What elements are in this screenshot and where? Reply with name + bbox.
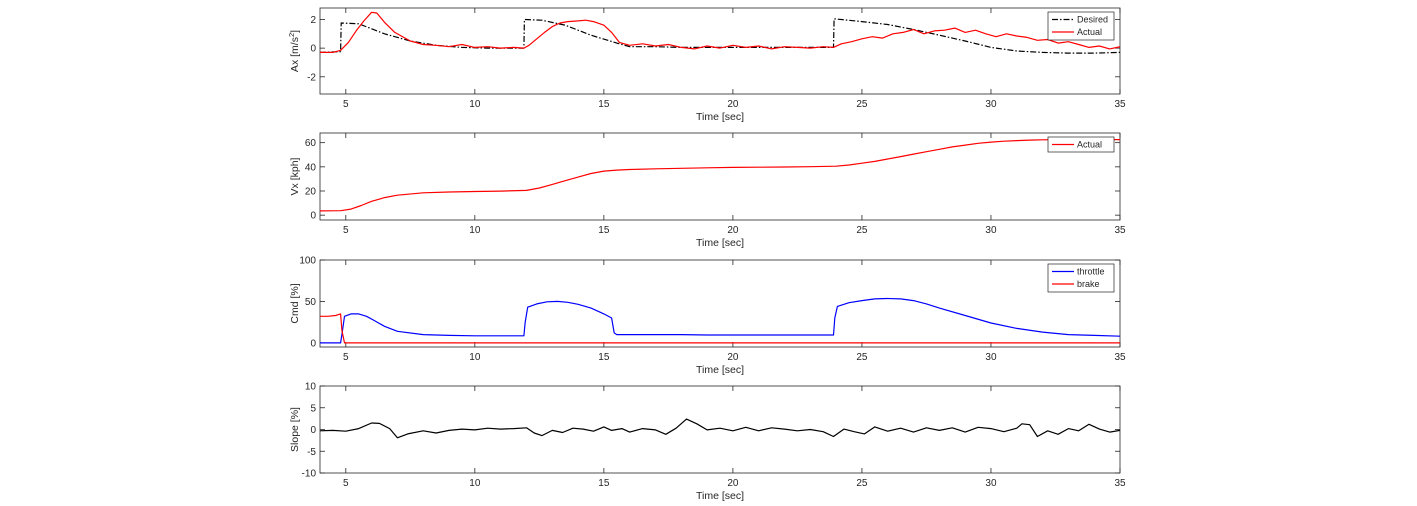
x-tick-label: 10 (469, 352, 481, 363)
x-tick-label: 5 (343, 352, 349, 363)
y-axis-label: Vx [kph] (289, 157, 301, 195)
y-axis-label: Slope [%] (289, 407, 301, 452)
x-tick-label: 35 (1114, 99, 1126, 110)
x-tick-label: 35 (1114, 478, 1126, 489)
legend-label-actual: Actual (1077, 140, 1102, 150)
y-tick-label: 100 (299, 256, 316, 267)
chart-panel-3: 5 10 15 20 25 30 35 0 50 100 Time [sec] Cmd [%] thro… (289, 256, 1126, 377)
x-tick-label: 15 (598, 478, 610, 489)
plot-area (319, 7, 1121, 95)
x-axis-label: Time [sec] (696, 237, 744, 249)
x-tick-label: 20 (727, 478, 739, 489)
legend-box (1047, 11, 1115, 41)
x-tick-label: 25 (856, 225, 868, 236)
plot-area (319, 385, 1121, 474)
y-tick-label: 10 (305, 382, 317, 393)
y-tick-label: -2 (307, 72, 316, 83)
x-tick-label: 15 (598, 352, 610, 363)
y-tick-label: -10 (302, 469, 317, 480)
series-line-throttle (320, 297, 1120, 344)
x-tick-label: 25 (856, 478, 868, 489)
x-tick-label: 10 (469, 225, 481, 236)
y-axis-label: Ax [m/s2] (287, 30, 301, 72)
x-tick-label: 15 (598, 99, 610, 110)
x-axis-label: Time [sec] (696, 111, 744, 123)
x-tick-label: 15 (598, 225, 610, 236)
x-tick-label: 5 (343, 225, 349, 236)
x-tick-label: 35 (1114, 225, 1126, 236)
x-tick-label: 20 (727, 99, 739, 110)
plot-area (319, 132, 1121, 221)
y-tick-label: -5 (307, 447, 316, 458)
y-tick-label: 2 (310, 15, 316, 26)
series-line-actual (320, 138, 1120, 212)
x-tick-label: 20 (727, 225, 739, 236)
y-tick-label: 0 (310, 211, 316, 222)
x-tick-label: 10 (469, 99, 481, 110)
y-tick-label: 60 (305, 138, 317, 149)
x-tick-label: 30 (985, 225, 997, 236)
legend-label-actual: Actual (1077, 27, 1102, 37)
y-tick-label: 40 (305, 162, 317, 173)
plot-area (319, 259, 1121, 348)
series-line-slope (320, 418, 1120, 439)
x-axis-label: Time [sec] (696, 364, 744, 376)
x-tick-label: 10 (469, 478, 481, 489)
x-tick-label: 30 (985, 352, 997, 363)
chart-panel-1: 5 10 15 20 25 30 35 -2 0 2 Time [sec] Ax [m/s2] Desi… (287, 7, 1126, 123)
legend-box (1047, 136, 1115, 153)
series-line-actual (320, 11, 1120, 54)
x-tick-label: 20 (727, 352, 739, 363)
x-axis-label: Time [sec] (696, 490, 744, 502)
x-tick-label: 5 (343, 478, 349, 489)
y-tick-label: 20 (305, 187, 317, 198)
x-tick-label: 30 (985, 99, 997, 110)
x-tick-label: 35 (1114, 352, 1126, 363)
y-tick-label: 0 (310, 44, 316, 55)
y-tick-label: 50 (305, 297, 317, 308)
x-tick-label: 30 (985, 478, 997, 489)
legend-label-desired: Desired (1077, 15, 1108, 25)
legend-label-throttle: throttle (1077, 267, 1105, 277)
y-tick-label: 0 (310, 425, 316, 436)
y-tick-label: 5 (310, 403, 316, 414)
y-axis-label: Cmd [%] (289, 283, 301, 323)
x-tick-label: 25 (856, 352, 868, 363)
chart-panel-2: 5 10 15 20 25 30 35 0 20 40 60 Time [sec] Vx [kph] Ac… (289, 132, 1126, 249)
chart-panel-4: 5 10 15 20 25 30 35 -10 -5 0 5 10 Time [sec] Slope [%… (289, 382, 1126, 503)
legend-box (1047, 263, 1115, 293)
series-line-brake (320, 313, 1120, 344)
x-tick-label: 5 (343, 99, 349, 110)
legend-label-brake: brake (1077, 279, 1100, 289)
y-tick-label: 0 (310, 338, 316, 349)
x-tick-label: 25 (856, 99, 868, 110)
